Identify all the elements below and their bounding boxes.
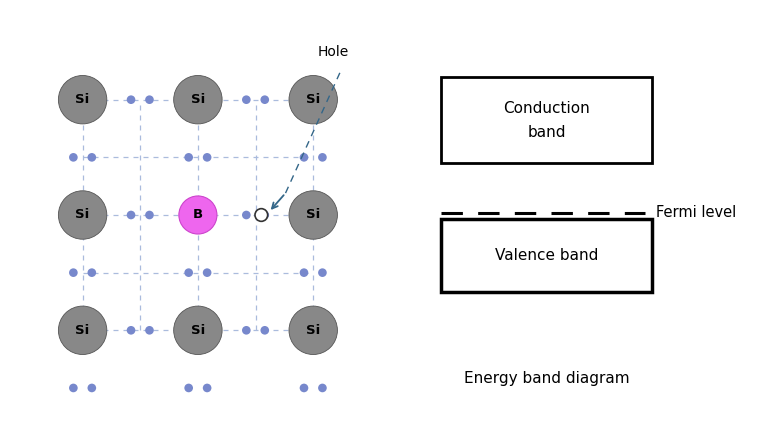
Circle shape bbox=[184, 153, 193, 162]
Circle shape bbox=[289, 306, 337, 354]
Circle shape bbox=[300, 268, 308, 277]
Text: Valence band: Valence band bbox=[495, 249, 598, 263]
Circle shape bbox=[203, 268, 211, 277]
Circle shape bbox=[145, 326, 154, 335]
Circle shape bbox=[260, 211, 269, 219]
Circle shape bbox=[255, 209, 268, 221]
Circle shape bbox=[127, 95, 135, 104]
Bar bbox=[441, 77, 653, 163]
Circle shape bbox=[145, 211, 154, 219]
Circle shape bbox=[69, 384, 78, 392]
Circle shape bbox=[318, 384, 327, 392]
Text: Fermi level: Fermi level bbox=[656, 206, 736, 220]
Text: Energy band diagram: Energy band diagram bbox=[464, 371, 630, 386]
Text: Si: Si bbox=[76, 324, 90, 337]
Circle shape bbox=[127, 211, 135, 219]
Text: Hole: Hole bbox=[317, 45, 349, 59]
Circle shape bbox=[179, 196, 217, 234]
Circle shape bbox=[300, 153, 308, 162]
Circle shape bbox=[318, 153, 327, 162]
Text: Si: Si bbox=[306, 324, 321, 337]
Circle shape bbox=[184, 384, 193, 392]
Bar bbox=[441, 219, 653, 292]
Text: B: B bbox=[193, 209, 203, 221]
Text: Conduction
band: Conduction band bbox=[503, 101, 590, 140]
Circle shape bbox=[145, 95, 154, 104]
Circle shape bbox=[260, 326, 269, 335]
Circle shape bbox=[174, 306, 222, 354]
Circle shape bbox=[87, 153, 96, 162]
Circle shape bbox=[184, 268, 193, 277]
Circle shape bbox=[58, 191, 107, 239]
Circle shape bbox=[87, 268, 96, 277]
Circle shape bbox=[174, 76, 222, 124]
Circle shape bbox=[58, 306, 107, 354]
Circle shape bbox=[58, 76, 107, 124]
Circle shape bbox=[260, 95, 269, 104]
Circle shape bbox=[69, 268, 78, 277]
Circle shape bbox=[318, 268, 327, 277]
Circle shape bbox=[242, 211, 251, 219]
Text: Si: Si bbox=[190, 324, 205, 337]
Text: Si: Si bbox=[306, 209, 321, 221]
Text: Si: Si bbox=[190, 93, 205, 106]
Circle shape bbox=[87, 384, 96, 392]
Circle shape bbox=[203, 384, 211, 392]
Circle shape bbox=[289, 76, 337, 124]
Circle shape bbox=[127, 326, 135, 335]
Text: Si: Si bbox=[76, 93, 90, 106]
Circle shape bbox=[242, 326, 251, 335]
Circle shape bbox=[69, 153, 78, 162]
Text: Si: Si bbox=[306, 93, 321, 106]
Circle shape bbox=[203, 153, 211, 162]
Circle shape bbox=[289, 191, 337, 239]
Circle shape bbox=[300, 384, 308, 392]
Circle shape bbox=[242, 95, 251, 104]
Text: Si: Si bbox=[76, 209, 90, 221]
